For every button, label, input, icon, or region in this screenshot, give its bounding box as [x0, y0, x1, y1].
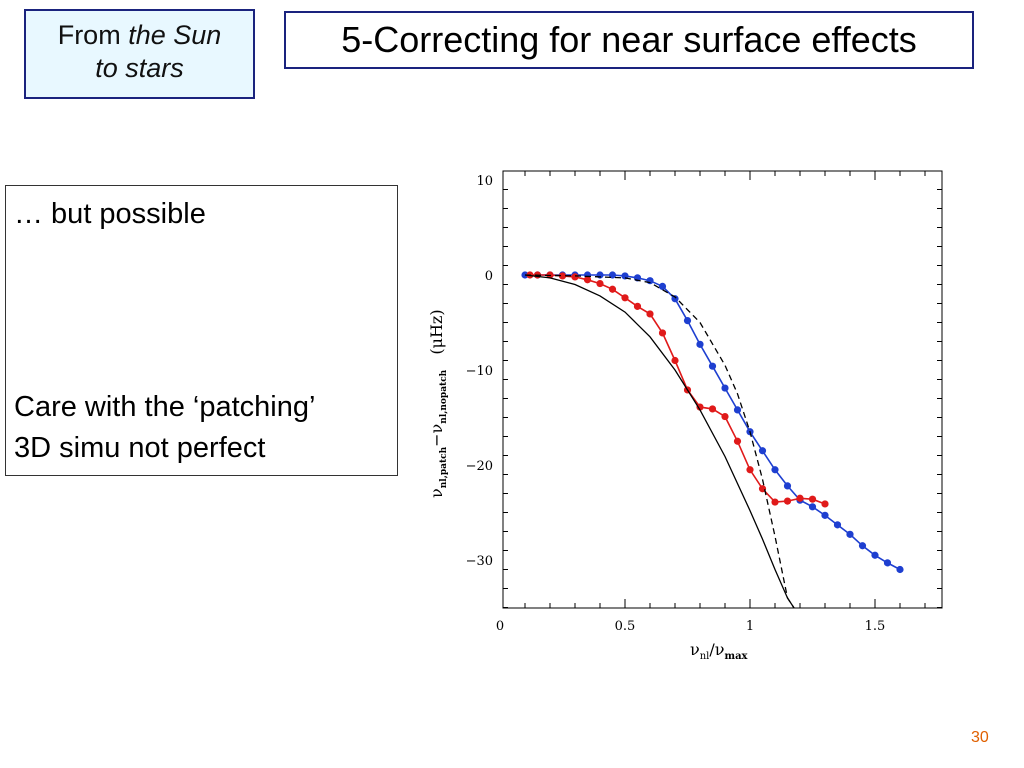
data-point-red	[596, 279, 604, 288]
data-point-red	[746, 466, 754, 474]
data-point-red	[571, 273, 579, 281]
y-axis-label-part: −ν	[427, 424, 446, 447]
y-axis-label-part: ν	[427, 488, 446, 498]
y-tick-label: −30	[466, 554, 493, 569]
data-point-red	[621, 294, 629, 302]
data-point-blue	[833, 521, 842, 529]
page-number: 30	[971, 729, 989, 746]
data-point-blue	[783, 482, 792, 490]
data-point-red	[633, 302, 642, 310]
data-point-blue	[771, 466, 779, 474]
data-point-red	[783, 497, 792, 505]
data-point-red	[733, 437, 742, 445]
plot-frame	[502, 170, 943, 609]
data-point-red	[696, 403, 704, 411]
data-point-red	[821, 500, 829, 508]
series-line-blue	[525, 274, 901, 571]
data-point-blue	[883, 559, 892, 567]
data-point-blue	[858, 542, 867, 550]
data-point-red	[758, 485, 767, 493]
data-point-red	[796, 494, 804, 502]
data-point-blue	[683, 317, 692, 325]
note-line-3: 3D simu not perfect	[14, 432, 266, 464]
x-tick-label: 1.5	[865, 619, 886, 634]
data-point-blue	[671, 295, 679, 303]
data-point-blue	[721, 384, 729, 392]
data-point-blue	[758, 447, 767, 455]
slide-title: 5-Correcting for near surface effects	[284, 11, 974, 69]
data-point-blue	[896, 565, 904, 574]
y-tick-label: 0	[485, 269, 493, 284]
badge-italic-2: to stars	[95, 53, 184, 83]
data-point-red	[671, 356, 679, 365]
x-tick-label: 0	[496, 619, 504, 634]
y-axis-label-part: (μHz)	[427, 309, 446, 359]
series-line-black	[524, 274, 795, 608]
x-tick-label: 0.5	[615, 619, 636, 634]
y-tick-label: −10	[466, 364, 493, 379]
data-point-red	[646, 310, 654, 318]
y-axis-label: νnl,patch−νnl,nopatch (μHz)	[427, 309, 449, 498]
x-axis-label-part: nl	[700, 651, 710, 662]
data-point-blue	[733, 406, 742, 414]
y-axis-label-part: nl,nopatch	[439, 369, 449, 423]
data-point-red	[708, 405, 717, 413]
y-tick-label: −20	[466, 459, 493, 474]
section-badge: From the Sun to stars	[24, 9, 255, 99]
x-tick-label: 1	[746, 619, 754, 634]
data-point-red	[771, 498, 779, 506]
badge-line-1: From the Sun	[26, 19, 253, 52]
data-point-blue	[871, 551, 879, 559]
data-point-blue	[658, 282, 667, 290]
notes-box: … but possible Care with the ‘patching’ …	[5, 185, 398, 476]
data-point-blue	[808, 503, 817, 511]
data-point-blue	[708, 362, 717, 370]
data-point-red	[808, 495, 817, 503]
y-tick-label: 10	[476, 174, 493, 189]
series-line-red	[530, 274, 826, 505]
note-line-1: … but possible	[14, 198, 206, 230]
data-point-red	[658, 329, 667, 337]
x-axis-label: νnl/νmax	[690, 640, 749, 662]
data-point-red	[608, 285, 617, 293]
x-axis-label-part: max	[725, 651, 749, 662]
tick-marks	[503, 171, 942, 608]
note-line-2: Care with the ‘patching’	[14, 391, 316, 423]
data-point-red	[721, 412, 729, 421]
badge-prefix: From	[57, 20, 129, 50]
badge-line-2: to stars	[26, 52, 253, 85]
data-point-red	[558, 272, 567, 280]
data-point-blue	[846, 530, 854, 538]
plot-area	[521, 271, 904, 608]
x-axis-label-part: /ν	[709, 640, 724, 659]
series-line-black-dashed	[524, 274, 795, 608]
y-axis-label-part: nl,patch	[439, 446, 449, 488]
x-axis-label-part: ν	[690, 640, 700, 659]
data-point-blue	[821, 511, 829, 519]
data-point-blue	[696, 340, 704, 348]
badge-italic-1: the Sun	[128, 20, 222, 50]
data-point-red	[583, 276, 592, 284]
